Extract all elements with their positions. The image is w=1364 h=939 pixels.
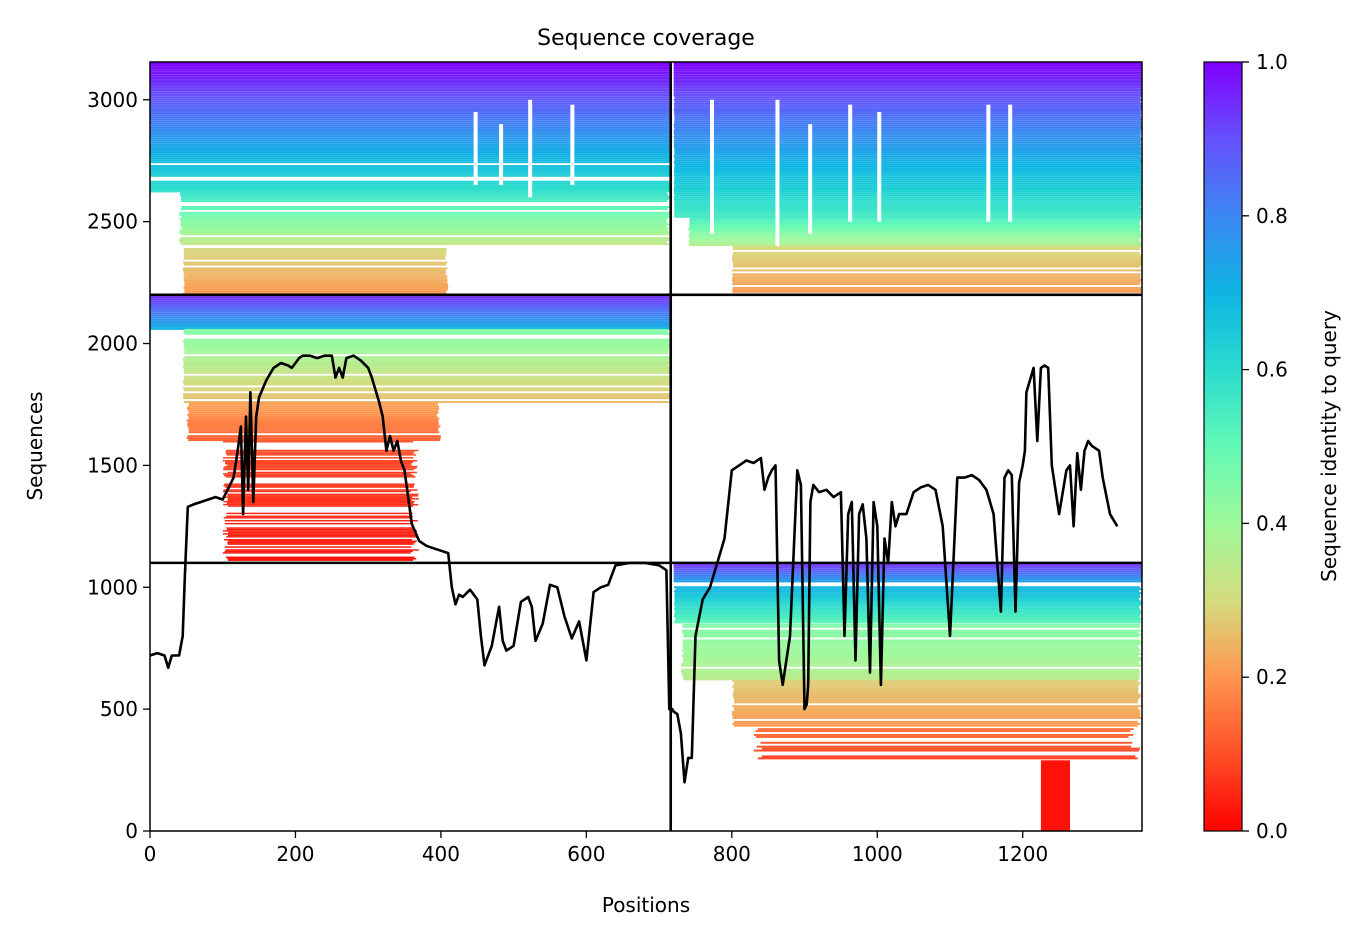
plot-frame xyxy=(149,61,1143,832)
coverage-line xyxy=(150,354,1119,784)
chart-title: Sequence coverage xyxy=(537,26,755,51)
x-tick-label: 0 xyxy=(144,842,157,866)
y-tick-label: 3000 xyxy=(87,88,138,112)
y-tick-label: 2500 xyxy=(87,210,138,234)
colorbar-label: Sequence identity to query xyxy=(1317,310,1341,582)
x-tick-label: 400 xyxy=(422,842,460,866)
low-identity-block xyxy=(1040,760,1070,831)
colorbar: 0.0 0.2 0.4 0.6 0.8 1.0 Sequence identity to … xyxy=(1203,50,1341,843)
y-tick-label: 2000 xyxy=(87,332,138,356)
colorbar-gradient xyxy=(1203,61,1243,832)
colorbar-ticks: 0.0 0.2 0.4 0.6 0.8 1.0 xyxy=(1242,50,1288,843)
y-tick-label: 500 xyxy=(100,697,138,721)
colorbar-tick-label: 0.8 xyxy=(1256,204,1288,228)
x-axis-label: Positions xyxy=(602,893,690,917)
x-tick-label: 600 xyxy=(567,842,605,866)
y-axis-label: Sequences xyxy=(23,391,47,500)
x-tick-label: 200 xyxy=(276,842,314,866)
colorbar-tick-label: 0.4 xyxy=(1256,511,1288,535)
y-tick-label: 0 xyxy=(125,819,138,843)
y-tick-label: 1000 xyxy=(87,575,138,599)
colorbar-tick-label: 0.2 xyxy=(1256,665,1288,689)
colorbar-tick-label: 0.6 xyxy=(1256,358,1288,382)
y-axis: 0 500 1000 1500 2000 2500 3000 xyxy=(87,88,150,843)
x-tick-label: 1200 xyxy=(997,842,1048,866)
x-axis: 0 200 400 600 800 1000 1200 xyxy=(144,831,1048,866)
plot-area xyxy=(149,61,1143,832)
y-tick-label: 1500 xyxy=(87,453,138,477)
colorbar-tick-label: 0.0 xyxy=(1256,819,1288,843)
x-tick-label: 1000 xyxy=(852,842,903,866)
coverage-heatmap xyxy=(150,62,1142,831)
x-tick-label: 800 xyxy=(713,842,751,866)
colorbar-tick-label: 1.0 xyxy=(1256,50,1288,74)
